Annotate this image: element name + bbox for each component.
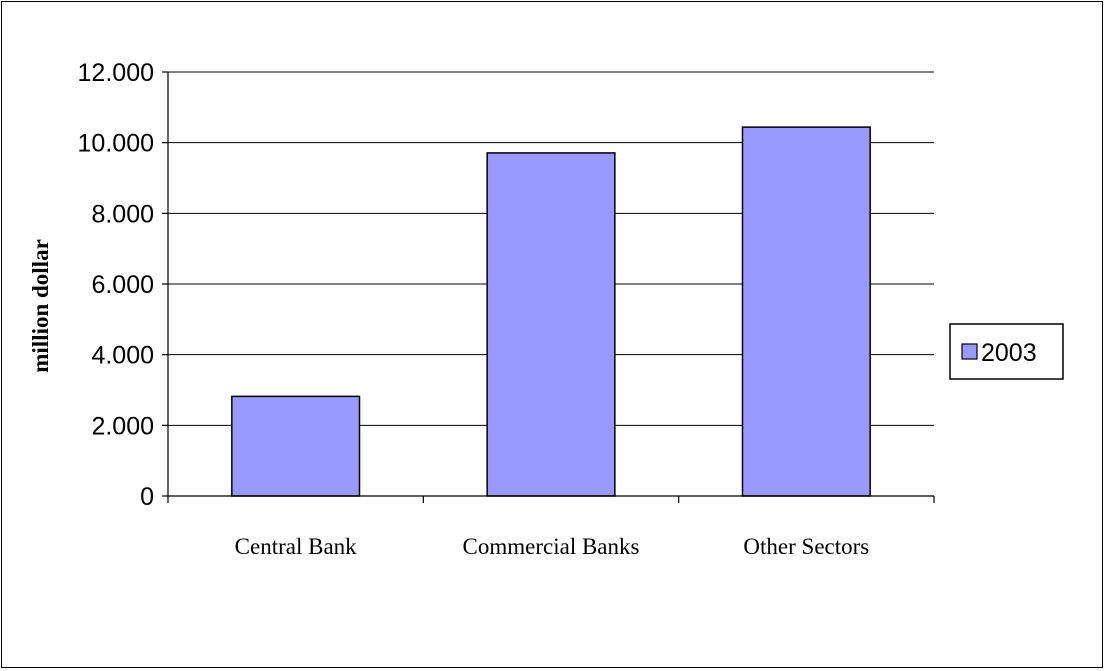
bar [231, 395, 361, 497]
y-tick-label: 8.000 [91, 200, 154, 228]
x-category-label: Other Sectors [743, 534, 869, 559]
y-axis-label: million dollar [28, 239, 53, 373]
legend-swatch [961, 343, 978, 360]
axes [162, 71, 935, 503]
bar [486, 152, 616, 497]
legend-label: 2003 [981, 339, 1037, 367]
legend: 2003 [949, 323, 1064, 380]
x-category-label: Central Bank [235, 534, 357, 559]
y-tick-labels: 0 2.000 4.000 6.000 8.000 10.000 12.000 [78, 59, 154, 511]
x-category-labels: Central Bank Commercial Banks Other Sector… [235, 534, 870, 559]
y-tick-label: 0 [140, 483, 154, 511]
bar [741, 126, 871, 497]
y-tick-label: 6.000 [91, 271, 154, 299]
x-category-label: Commercial Banks [463, 534, 640, 559]
y-tick-label: 10.000 [78, 130, 154, 158]
bars [231, 126, 871, 497]
y-tick-label: 4.000 [91, 342, 154, 370]
y-tick-label: 12.000 [78, 59, 154, 87]
y-tick-label: 2.000 [91, 412, 154, 440]
